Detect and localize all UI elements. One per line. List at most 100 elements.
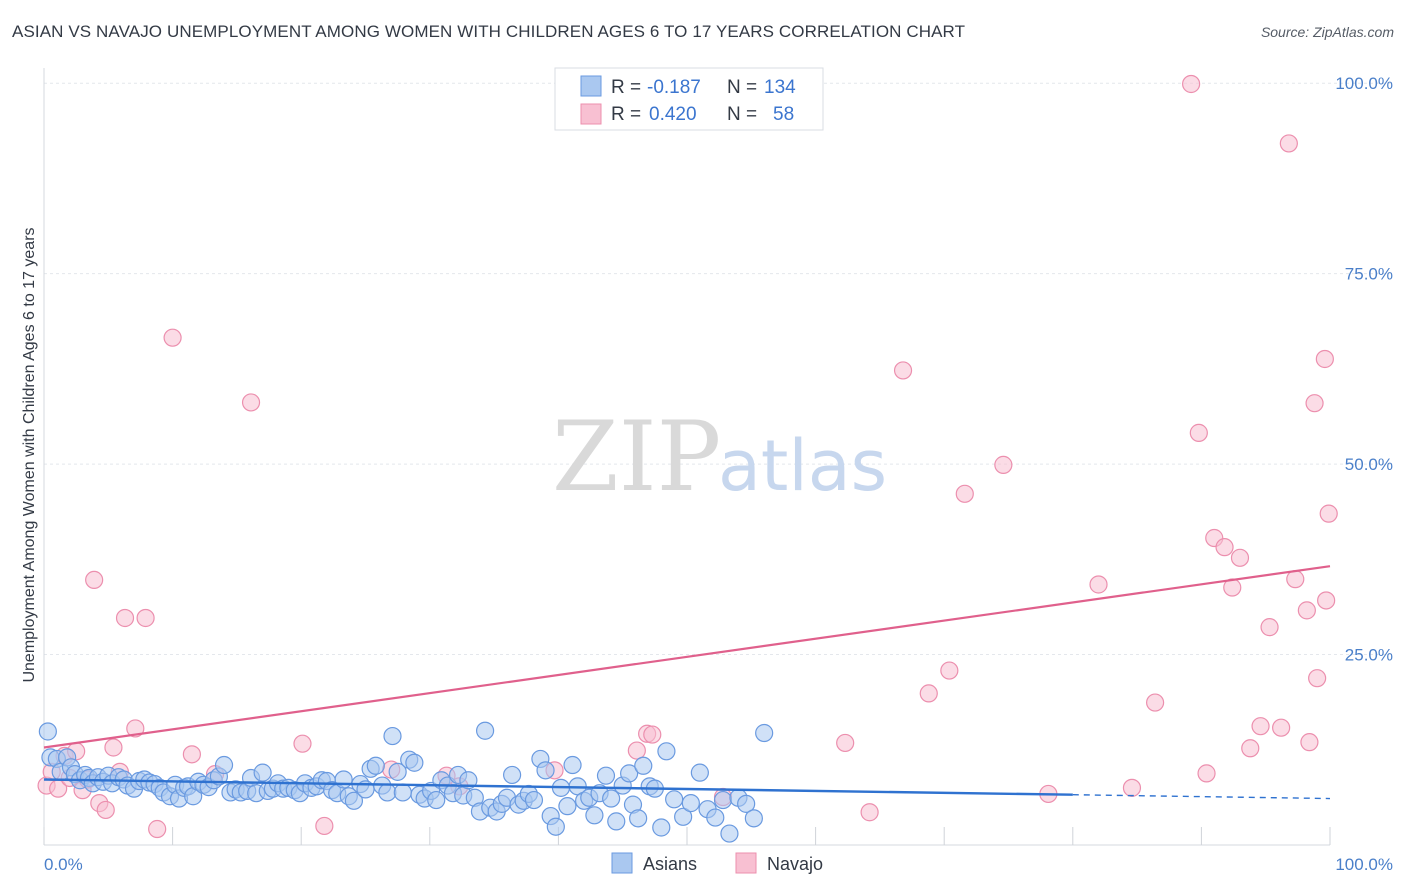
- asians-point-118: [665, 790, 684, 809]
- watermark-zip: ZIP: [552, 401, 721, 513]
- navajo-point-60: [1300, 733, 1319, 752]
- navajo-point-13: [115, 608, 135, 628]
- navajo-point-51: [1260, 618, 1279, 637]
- navajo-point-11: [104, 738, 123, 757]
- navajo-point-54: [1286, 570, 1305, 589]
- navajo-point-33: [893, 361, 913, 380]
- asians-point-60: [344, 791, 364, 810]
- navajo-point-39: [1089, 575, 1108, 594]
- chart-title: ASIAN VS NAVAJO UNEMPLOYMENT AMONG WOMEN…: [12, 22, 966, 41]
- asians-point-117: [657, 742, 676, 761]
- legend-swatch-asians: [580, 75, 602, 97]
- navajo-point-57: [1315, 349, 1334, 369]
- chart-source: Source: ZipAtlas.com: [1260, 24, 1394, 40]
- navajo-point-10: [96, 800, 115, 820]
- asians-trend-line-extension: [1072, 794, 1331, 800]
- asians-point-43: [253, 763, 272, 782]
- navajo-point-42: [1182, 74, 1201, 94]
- navajo-point-27: [627, 741, 646, 760]
- navajo-point-53: [1279, 134, 1298, 153]
- legend-r-label-navajo: R =: [611, 104, 641, 125]
- navajo-point-56: [1308, 669, 1327, 688]
- navajo-point-21: [293, 734, 312, 753]
- asians-point-67: [383, 726, 402, 746]
- navajo-point-8: [85, 570, 104, 590]
- asians-point-100: [563, 755, 582, 775]
- asians-point-128: [744, 809, 763, 828]
- bottom-legend-swatch-asians: [611, 852, 633, 874]
- y-tick-label-3: 100.0%: [1335, 74, 1393, 93]
- bottom-legend-label-navajo: Navajo: [767, 854, 823, 874]
- asians-point-104: [585, 806, 604, 825]
- navajo-point-14: [126, 719, 145, 738]
- asians-point-124: [713, 790, 733, 810]
- watermark-atlas: atlas: [718, 425, 887, 507]
- navajo-point-41: [1146, 693, 1165, 712]
- navajo-point-20: [241, 393, 261, 412]
- navajo-point-29: [643, 725, 662, 744]
- correlation-legend: R = -0.187 N = 134 R = 0.420 N = 58: [554, 67, 824, 131]
- navajo-point-59: [1317, 591, 1336, 610]
- navajo-point-55: [1297, 601, 1316, 620]
- asians-point-58: [334, 770, 353, 789]
- legend-swatch-navajo: [580, 103, 602, 125]
- asians-point-127: [737, 794, 756, 813]
- asians-point-36: [214, 755, 234, 775]
- asians-point-125: [720, 824, 739, 843]
- navajo-point-17: [163, 328, 182, 347]
- asians-point-107: [602, 789, 621, 808]
- y-tick-label-0: 25.0%: [1345, 646, 1393, 665]
- navajo-point-35: [940, 661, 959, 680]
- asians-point-97: [546, 817, 565, 836]
- navajo-point-52: [1272, 718, 1291, 737]
- y-tick-label-2: 75.0%: [1345, 265, 1393, 284]
- asians-point-89: [503, 765, 522, 785]
- asians-point-75: [427, 790, 446, 810]
- navajo-point-40: [1122, 778, 1142, 797]
- asians-point-116: [652, 818, 671, 837]
- navajo-point-36: [955, 484, 974, 503]
- navajo-point-37: [994, 455, 1013, 474]
- x-tick-label-1: 100.0%: [1335, 855, 1393, 874]
- asians-point-68: [388, 762, 407, 781]
- asians-point-84: [475, 721, 495, 740]
- asians-point-112: [629, 809, 648, 828]
- legend-n-label-navajo: N =: [727, 104, 757, 125]
- asians-point-106: [596, 766, 616, 785]
- asians-point-71: [405, 753, 424, 772]
- asians-point-99: [558, 797, 577, 816]
- navajo-point-34: [919, 684, 938, 703]
- asians-point-108: [607, 812, 626, 831]
- y-axis-label: Unemployment Among Women with Children A…: [21, 227, 38, 682]
- navajo-point-22: [315, 816, 334, 836]
- legend-n-value-navajo: 58: [773, 104, 794, 125]
- bottom-legend-swatch-navajo: [735, 852, 757, 874]
- navajo-point-49: [1241, 739, 1260, 758]
- navajo-point-50: [1251, 717, 1270, 736]
- grid: [44, 82, 1392, 656]
- legend-r-label-asians: R =: [611, 77, 641, 98]
- asians-point-69: [393, 783, 412, 802]
- asians-point-123: [706, 808, 725, 827]
- series-legend: Asians Navajo: [611, 852, 823, 874]
- legend-n-value-asians: 134: [764, 77, 796, 98]
- asians-point-110: [620, 764, 639, 783]
- asians-point-119: [674, 807, 693, 826]
- legend-r-value-asians: -0.187: [647, 77, 701, 98]
- navajo-point-32: [860, 803, 879, 822]
- legend-n-label-asians: N =: [727, 77, 757, 98]
- trend-lines: [43, 565, 1331, 800]
- asians-point-93: [524, 790, 544, 810]
- navajo-point-18: [182, 745, 201, 764]
- navajo-point-31: [836, 733, 855, 753]
- navajo-point-61: [1319, 504, 1338, 523]
- asians-point-81: [459, 771, 478, 790]
- navajo-point-43: [1189, 423, 1208, 442]
- navajo-point-48: [1230, 548, 1250, 567]
- navajo-trend-line: [43, 565, 1331, 749]
- asians-point-95: [536, 761, 555, 780]
- asians-point-64: [366, 756, 385, 775]
- navajo-point-58: [1305, 394, 1324, 413]
- asians-point-0: [38, 722, 57, 741]
